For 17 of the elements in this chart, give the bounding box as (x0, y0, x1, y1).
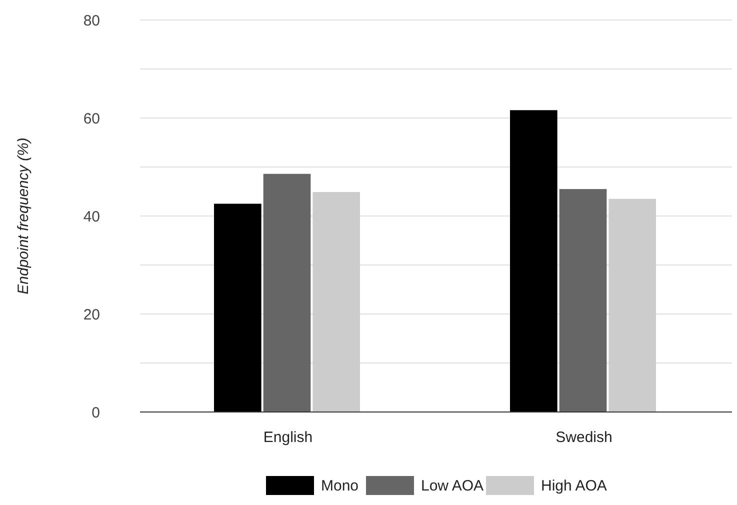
legend-label: Low AOA (421, 477, 484, 494)
bar (559, 189, 607, 412)
y-tick-label: 0 (92, 404, 100, 422)
y-tick-label: 40 (83, 208, 100, 226)
bar (608, 198, 656, 412)
bar (263, 174, 311, 412)
bar (510, 110, 558, 412)
legend-label: High AOA (541, 477, 607, 494)
y-tick-label: 60 (83, 110, 100, 128)
bar (312, 192, 360, 412)
bar (214, 204, 262, 412)
legend-label: Mono (321, 477, 359, 494)
x-tick-label: Swedish (556, 429, 612, 446)
y-axis-title: Endpoint frequency (%) (15, 138, 32, 294)
y-tick-label: 80 (83, 12, 100, 30)
x-tick-label: English (263, 429, 313, 446)
y-tick-label: 20 (83, 306, 100, 324)
